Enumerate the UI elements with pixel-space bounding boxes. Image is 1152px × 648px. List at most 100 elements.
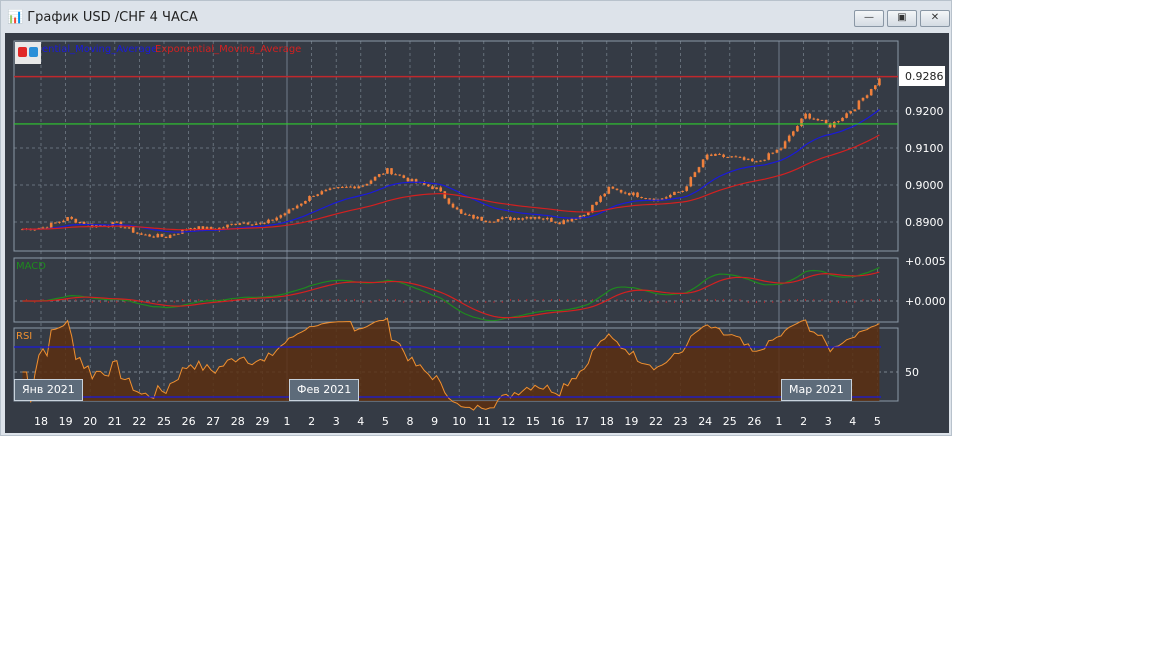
candle-body bbox=[619, 189, 623, 193]
price-tick: 0.8900 bbox=[905, 216, 944, 229]
candle-body bbox=[513, 218, 516, 220]
candle-body bbox=[796, 126, 799, 132]
candle-body bbox=[230, 223, 233, 225]
candle-body bbox=[779, 148, 783, 150]
close-button[interactable]: ✕ bbox=[920, 10, 950, 27]
candle-body bbox=[90, 223, 94, 228]
candle-body bbox=[238, 223, 242, 225]
candle-body bbox=[99, 225, 102, 227]
window-title: График USD /CHF 4 ЧАСА bbox=[27, 9, 198, 25]
candle-body bbox=[533, 217, 537, 219]
candle-body bbox=[833, 121, 836, 128]
candle-body bbox=[468, 214, 471, 216]
candle-body bbox=[361, 185, 365, 187]
chart-area[interactable]: ential_Moving_Average Exponential_Moving… bbox=[5, 33, 949, 433]
candle-body bbox=[771, 152, 775, 154]
price-tick: 0.9000 bbox=[905, 179, 944, 192]
candle-body bbox=[714, 153, 717, 156]
candle-body bbox=[193, 228, 196, 230]
price-tick: 0.9200 bbox=[905, 105, 944, 118]
candle-body bbox=[701, 159, 705, 168]
candle-body bbox=[70, 217, 73, 219]
day-label: 10 bbox=[452, 415, 466, 428]
candle-body bbox=[82, 222, 86, 225]
candle-body bbox=[386, 168, 389, 174]
month-label-jan: Янв 2021 bbox=[14, 379, 83, 401]
day-label: 19 bbox=[624, 415, 638, 428]
candle-body bbox=[775, 149, 779, 153]
day-label: 3 bbox=[333, 415, 340, 428]
candle-body bbox=[484, 220, 488, 223]
candle-body bbox=[693, 172, 697, 178]
candle-body bbox=[574, 218, 578, 220]
candle-body bbox=[115, 221, 119, 223]
candle-body bbox=[66, 217, 69, 221]
candle-body bbox=[177, 233, 180, 235]
candle-body bbox=[328, 188, 332, 190]
day-label: 19 bbox=[59, 415, 73, 428]
candle-body bbox=[472, 214, 475, 219]
price-tick: 0.9100 bbox=[905, 142, 944, 155]
candle-body bbox=[287, 209, 291, 214]
minimize-button[interactable]: — bbox=[854, 10, 884, 27]
candle-body bbox=[271, 219, 274, 221]
candle-body bbox=[369, 180, 373, 184]
month-label-feb: Фев 2021 bbox=[289, 379, 360, 401]
candle-body bbox=[849, 111, 852, 114]
candle-body bbox=[140, 233, 143, 235]
candle-body bbox=[808, 113, 811, 119]
candle-body bbox=[792, 131, 795, 136]
day-label: 21 bbox=[108, 415, 122, 428]
macd-tick: +0.005 bbox=[905, 255, 946, 268]
day-label: 8 bbox=[407, 415, 414, 428]
candle-body bbox=[201, 226, 205, 230]
day-label: 16 bbox=[551, 415, 565, 428]
candle-body bbox=[492, 221, 496, 223]
candle-body bbox=[209, 227, 213, 230]
candle-body bbox=[804, 113, 807, 119]
candle-body bbox=[742, 157, 746, 160]
candle-body bbox=[800, 118, 803, 127]
macd-panel bbox=[13, 257, 899, 323]
candle-body bbox=[648, 198, 652, 200]
candle-body bbox=[640, 197, 643, 199]
candle-body bbox=[738, 156, 742, 158]
candle-body bbox=[734, 156, 738, 158]
candle-body bbox=[21, 229, 24, 231]
candle-body bbox=[455, 207, 459, 210]
price-panel bbox=[13, 40, 899, 252]
candle-body bbox=[710, 154, 713, 156]
rsi-tick: 50 bbox=[905, 366, 919, 379]
macd-signal-line bbox=[22, 271, 880, 319]
candle-body bbox=[439, 187, 442, 192]
day-label: 4 bbox=[357, 415, 364, 428]
day-label: 2 bbox=[308, 415, 315, 428]
candle-body bbox=[480, 216, 483, 221]
candle-body bbox=[783, 141, 787, 149]
day-label: 24 bbox=[698, 415, 712, 428]
restore-button[interactable]: ▣ bbox=[887, 10, 917, 27]
candle-body bbox=[697, 167, 701, 173]
candle-body bbox=[861, 97, 865, 101]
candle-body bbox=[816, 118, 820, 121]
chart-canvas[interactable]: ential_Moving_Average Exponential_Moving… bbox=[5, 33, 949, 433]
candle-body bbox=[267, 219, 270, 224]
candle-body bbox=[103, 225, 106, 227]
candle-body bbox=[767, 153, 770, 160]
candle-body bbox=[623, 192, 627, 194]
candle-body bbox=[824, 119, 828, 124]
candle-body bbox=[279, 215, 283, 218]
candle-body bbox=[250, 224, 254, 226]
candle-body bbox=[566, 220, 570, 222]
candle-body bbox=[591, 204, 594, 213]
current-price-box bbox=[899, 66, 945, 86]
candle-body bbox=[628, 193, 631, 196]
day-label: 18 bbox=[600, 415, 614, 428]
legend-red-icon bbox=[18, 47, 27, 57]
macd-tick: +0.000 bbox=[905, 295, 946, 308]
candle-body bbox=[874, 85, 877, 90]
day-label: 4 bbox=[849, 415, 856, 428]
candle-body bbox=[525, 217, 529, 219]
candle-body bbox=[865, 95, 869, 98]
candle-body bbox=[357, 186, 360, 189]
